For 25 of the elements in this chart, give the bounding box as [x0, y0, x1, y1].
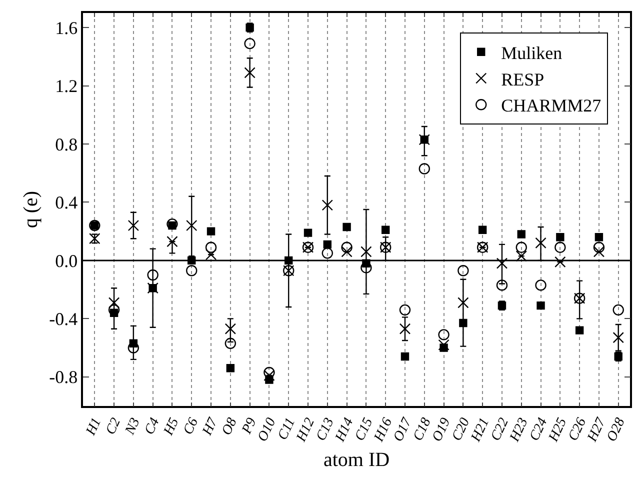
x-tick-label: H21 [468, 416, 493, 445]
legend-label: RESP [501, 69, 544, 90]
x-tick-label: H1 [83, 416, 105, 439]
x-axis-title: atom ID [323, 448, 390, 471]
x-tick-label: C4 [142, 416, 163, 438]
x-tick-label: C2 [104, 416, 124, 438]
legend-label: Muliken [501, 42, 562, 63]
y-tick-label: 0.4 [55, 192, 78, 213]
legend-label: CHARMM27 [501, 96, 602, 116]
y-tick-label: -0.8 [49, 367, 78, 388]
x-tick-label: H23 [507, 416, 532, 445]
x-tick-label: N3 [122, 416, 144, 438]
x-tick-label: O8 [220, 416, 240, 438]
y-axis-title: q (e) [20, 190, 42, 228]
y-tick-label: 0.8 [55, 134, 78, 154]
y-tick-label: -0.4 [49, 308, 78, 329]
y-tick-label: 0.0 [55, 250, 78, 271]
y-tick-label: 1.6 [55, 18, 78, 38]
y-tick-label: 1.2 [55, 76, 78, 96]
x-tick-label: C6 [181, 416, 202, 438]
x-tick-label: H14 [332, 416, 357, 445]
x-tick-label: H25 [546, 416, 570, 445]
x-tick-label: H12 [294, 416, 318, 445]
x-tick-label: H7 [200, 414, 222, 439]
x-tick-label: H5 [160, 416, 182, 439]
